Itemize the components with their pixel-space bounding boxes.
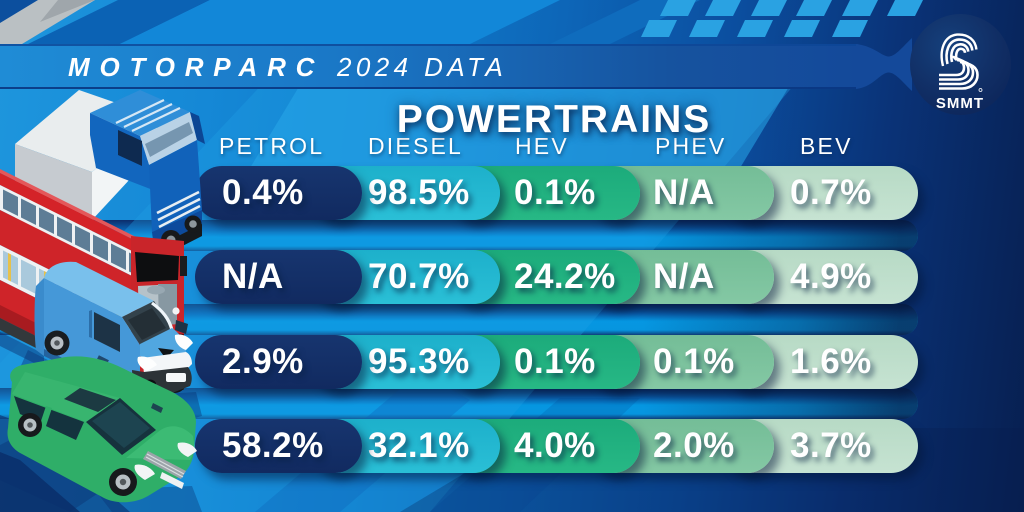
svg-text:SMMT: SMMT — [936, 95, 984, 112]
